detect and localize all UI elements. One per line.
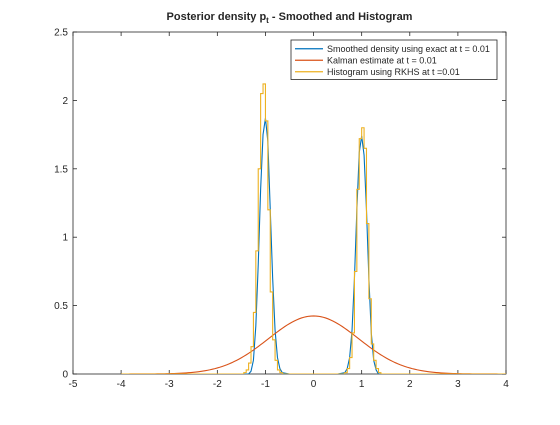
legend-label-2: Kalman estimate at t = 0.01	[327, 55, 437, 65]
x-tick-label: -5	[69, 379, 78, 390]
x-tick-label: 4	[503, 379, 509, 390]
y-tick-label: 2	[62, 96, 68, 107]
legend-label-1: Smoothed density using exact at t = 0.01	[327, 44, 490, 54]
y-tick-label: 0	[62, 370, 68, 381]
plot-area: -5 -4 -3 -2 -1 0 1 2 3 4 0 0.5 1 1.5 2 2.5	[54, 28, 509, 391]
chart-title-main: Posterior density p	[167, 11, 267, 23]
x-tick-label: 0	[311, 379, 317, 390]
y-tick-label: 0.5	[54, 301, 68, 312]
x-tick-label: -3	[165, 379, 174, 390]
x-tick-label: 2	[407, 379, 413, 390]
series-line-2	[121, 315, 506, 374]
x-tick-label: 1	[359, 379, 365, 390]
y-tick-label: 2.5	[54, 28, 68, 39]
legend: Smoothed density using exact at t = 0.01…	[290, 39, 498, 80]
legend-label-3: Histogram using RKHS at t =0.01	[327, 67, 460, 77]
series-group	[121, 83, 506, 374]
x-tick-label: -2	[213, 379, 222, 390]
x-tick-label: -1	[261, 379, 270, 390]
legend-box	[290, 39, 498, 80]
y-tick-label: 1.5	[54, 164, 68, 175]
chart-title: Posterior density pt - Smoothed and Hist…	[167, 11, 413, 25]
series-line-3	[121, 83, 506, 374]
x-tick-label: 3	[455, 379, 461, 390]
axes-box	[72, 31, 507, 375]
chart-title-suffix: - Smoothed and Histogram	[269, 11, 413, 23]
series-line-1	[121, 118, 506, 374]
chart-title-subscript: t	[266, 16, 269, 25]
x-tick-label: -4	[117, 379, 126, 390]
y-tick-label: 1	[62, 233, 68, 244]
